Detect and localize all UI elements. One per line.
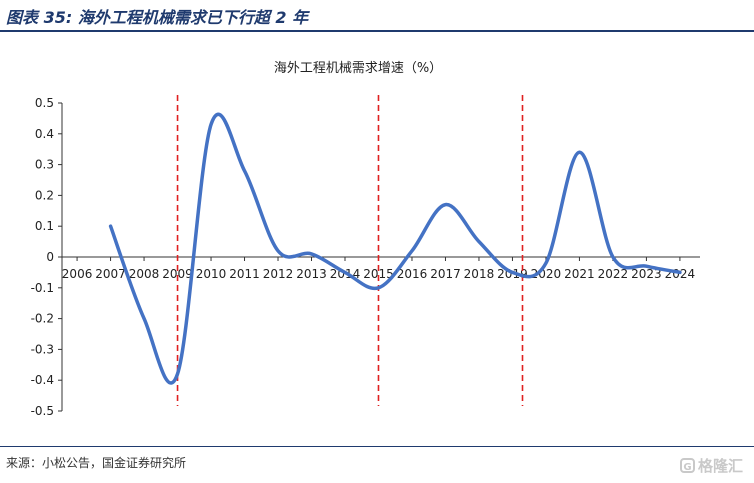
series-layer [108,112,682,385]
x-tick-label: 2012 [263,267,294,281]
chart-title: 海外工程机械需求增速（%） [274,61,442,76]
y-tick-label: 0.2 [35,188,54,202]
x-tick-label: 2022 [598,267,629,281]
y-tick-label: 0.5 [35,96,54,110]
source-note: 来源：小松公告，国金证券研究所 [6,456,187,470]
figure-label: 图表 35: [6,8,73,27]
x-tick-label: 2021 [564,267,595,281]
series-line [108,112,682,385]
y-tick-label: -0.3 [31,342,54,356]
y-tick-label: -0.1 [31,281,54,295]
x-tick-label: 2016 [397,267,428,281]
watermark-text: 格隆汇 [698,457,744,475]
x-tick-label: 2018 [464,267,495,281]
watermark-logo-icon: G [680,458,695,473]
x-tick-label: 2020 [531,267,562,281]
footer-divider [0,446,754,447]
line-chart: 海外工程机械需求增速（%） 0.5 0.4 0.3 0.2 0.1 0 -0.1 -0.2 -0… [31,61,700,418]
y-axis-ticks: 0.5 0.4 0.3 0.2 0.1 0 -0.1 -0.2 -0.3 -0.4 -0.5 [31,96,62,418]
figure-title: 图表 35: 海外工程机械需求已下行超 2 年 [6,4,308,28]
y-tick-label: -0.5 [31,404,54,418]
y-tick-label: -0.2 [31,312,54,326]
y-tick-label: 0.4 [35,127,54,141]
y-tick-label: 0.3 [35,158,54,172]
x-tick-label: 2017 [430,267,461,281]
x-tick-label: 2010 [196,267,227,281]
x-axis-ticks: 2006 2007 2008 2009 2010 2011 2012 2013 2014 2015… [62,257,695,281]
figure-title-text: 海外工程机械需求已下行超 2 年 [77,8,309,27]
x-tick-label: 2015 [363,267,394,281]
x-tick-label: 2008 [129,267,160,281]
x-tick-label: 2011 [229,267,260,281]
figure-header: 图表 35: 海外工程机械需求已下行超 2 年 [0,0,754,32]
y-tick-label: -0.4 [31,373,54,387]
y-tick-label: 0 [46,250,54,264]
reference-lines [176,95,524,406]
y-tick-label: 0.1 [35,219,54,233]
x-tick-label: 2006 [62,267,93,281]
x-tick-label: 2013 [296,267,327,281]
x-tick-label: 2023 [631,267,662,281]
x-tick-label: 2007 [95,267,126,281]
watermark: G 格隆汇 [680,455,743,476]
x-tick-label: 2009 [162,267,193,281]
